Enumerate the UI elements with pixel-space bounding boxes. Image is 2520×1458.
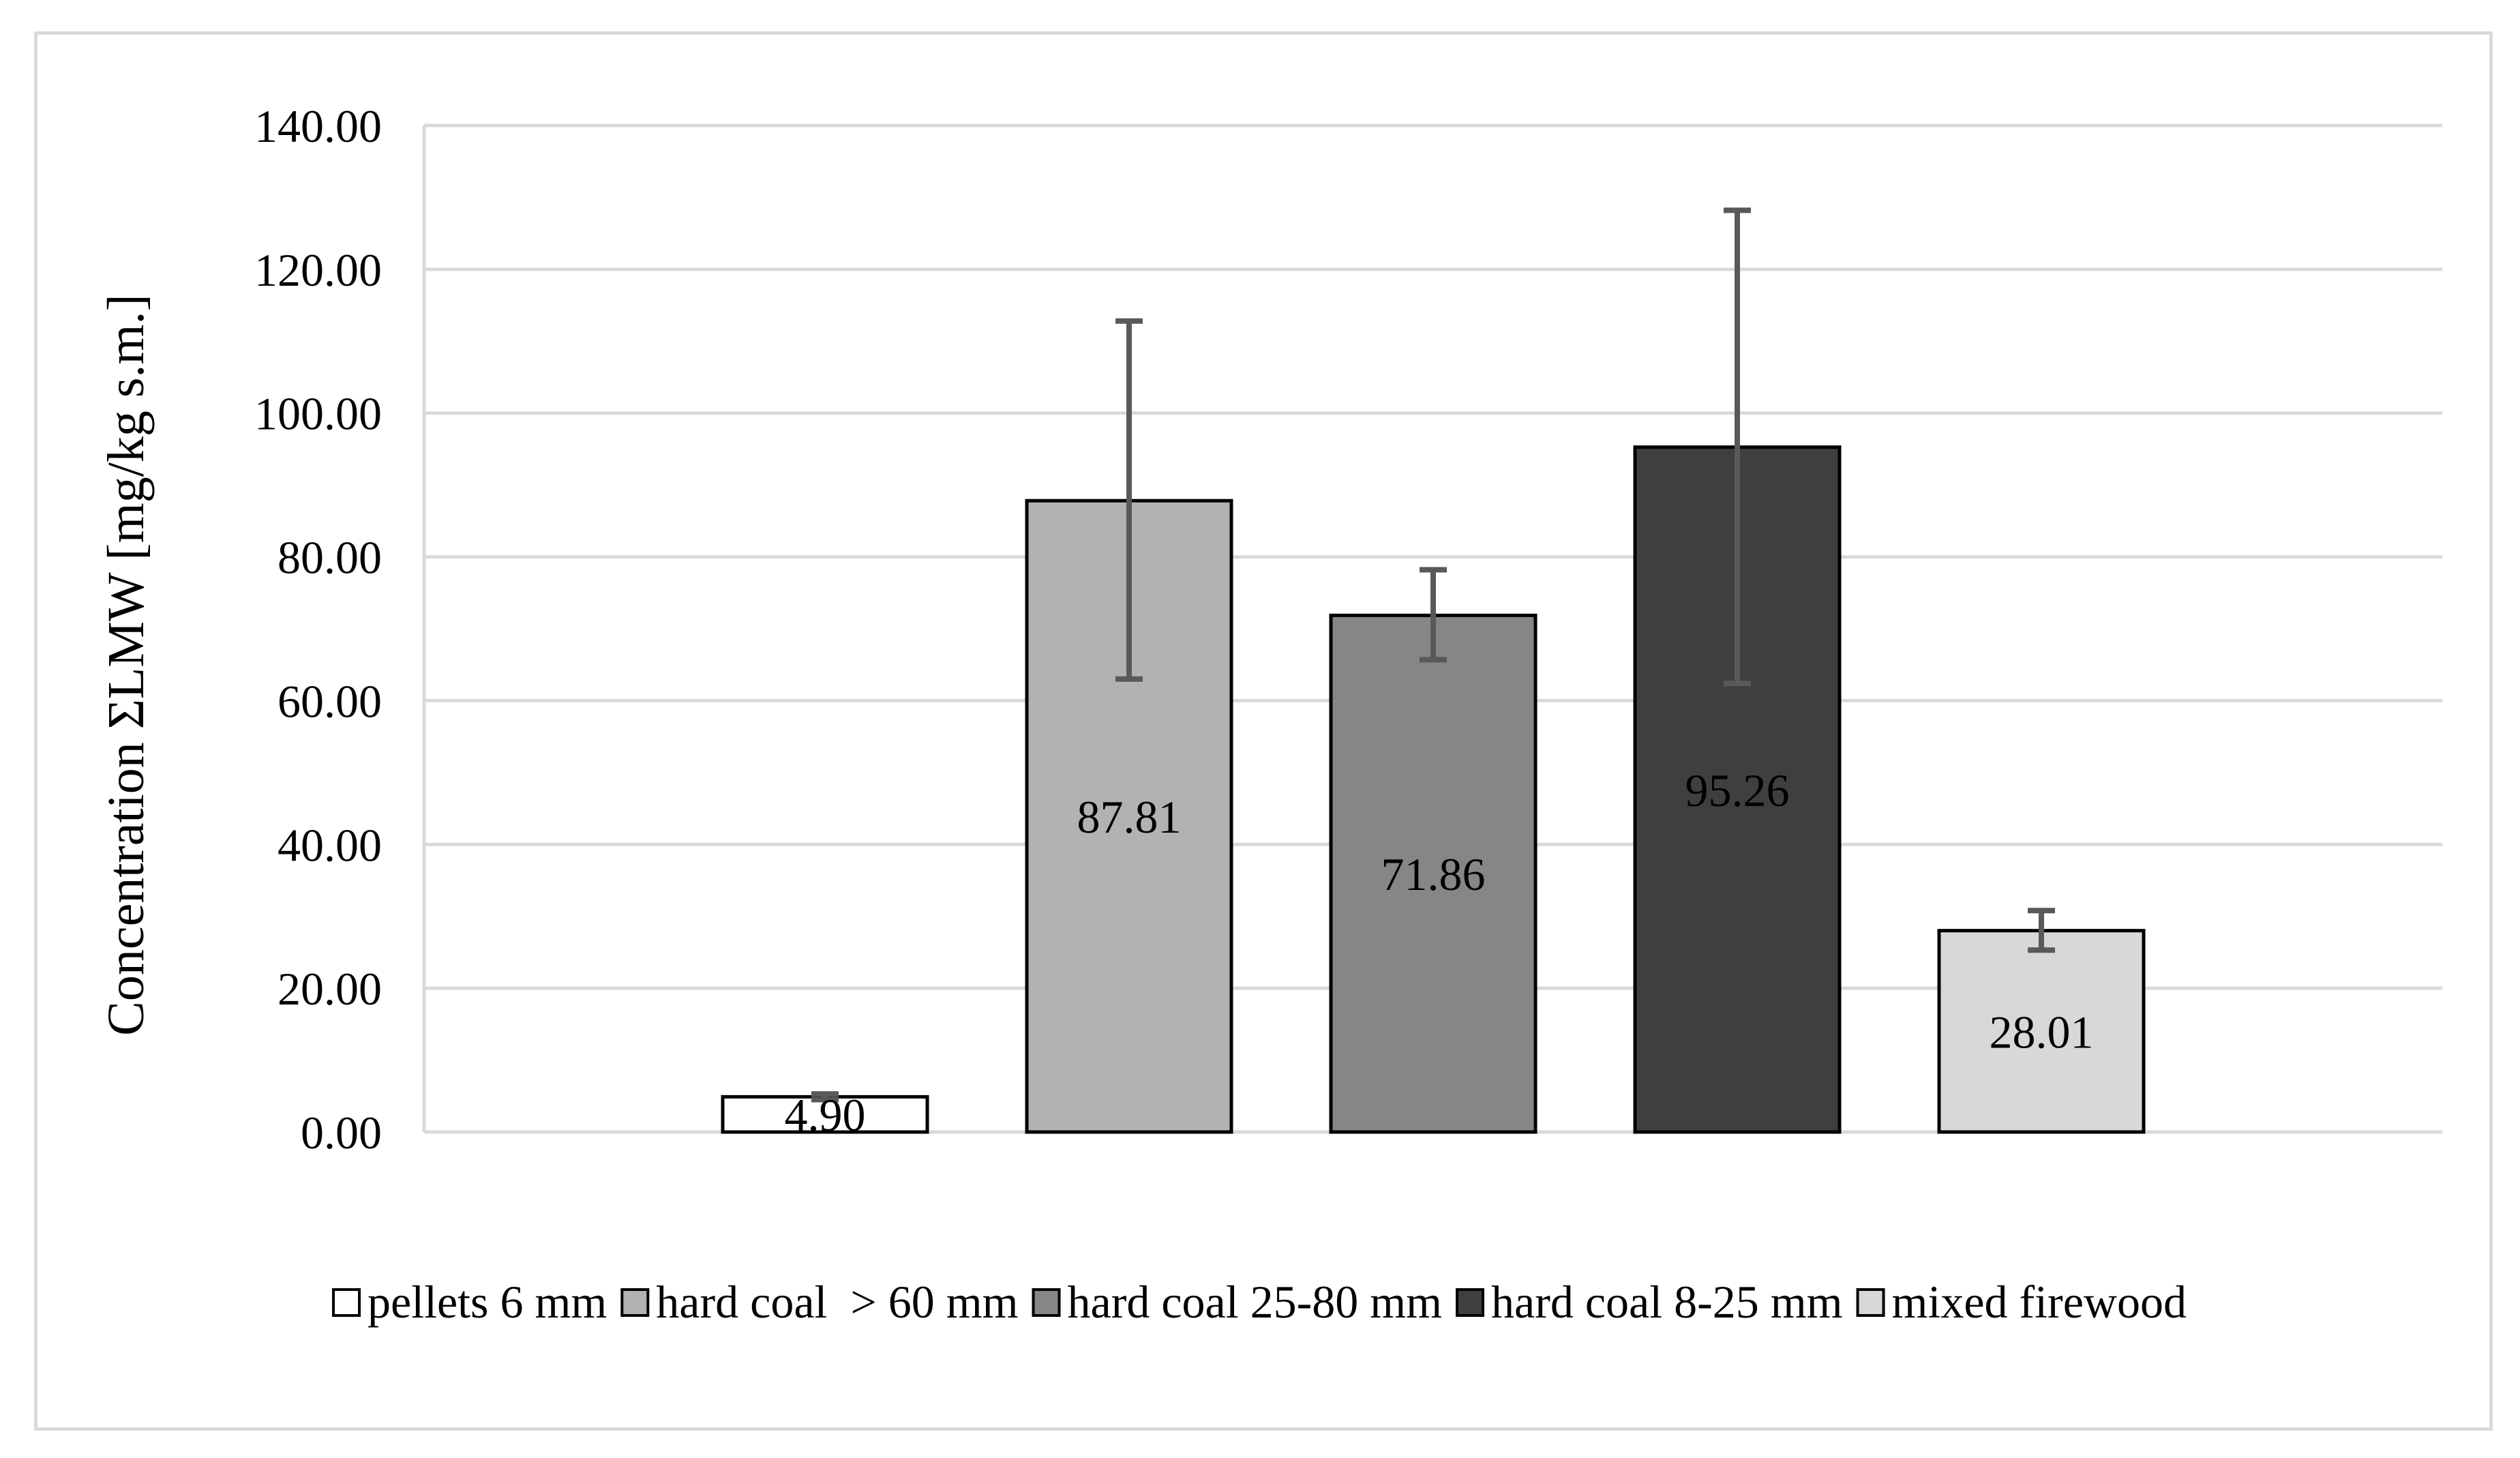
bars: [721, 445, 2146, 1134]
legend: pellets 6 mm hard coal > 60 mm hard coal 2…: [332, 1276, 2187, 1328]
chart-frame: [34, 31, 2493, 1431]
y-tick-label: 20.00: [278, 963, 382, 1015]
legend-label: hard coal 8-25 mm: [1491, 1276, 1843, 1328]
legend-item-3: hard coal 25-80 mm: [1032, 1276, 1443, 1328]
bar-1: [721, 1095, 929, 1134]
data-label-5: 28.01: [1990, 1006, 2094, 1058]
y-tick-label: 40.00: [278, 819, 382, 871]
bar-5: [1937, 929, 2146, 1134]
legend-item-4: hard coal 8-25 mm: [1456, 1276, 1843, 1328]
error-bars: 4.90 87.81 71.86 95.26 28.01: [785, 207, 2094, 1141]
y-tick-label: 80.00: [278, 532, 382, 584]
legend-label: mixed firewood: [1892, 1276, 2187, 1328]
legend-label: hard coal 25-80 mm: [1068, 1276, 1443, 1328]
y-axis-title: Concentration ΣLMW [mg/kg s.m.]: [97, 294, 155, 1036]
legend-label: pellets 6 mm: [368, 1276, 607, 1328]
data-label-2: 87.81: [1077, 791, 1182, 843]
legend-swatch: [332, 1288, 361, 1317]
legend-swatch: [620, 1288, 650, 1317]
y-tick-label: 140.00: [254, 100, 382, 152]
legend-swatch: [1456, 1288, 1485, 1317]
y-tick-label: 0.00: [301, 1107, 382, 1159]
legend-swatch: [1856, 1288, 1885, 1317]
y-tick-label: 60.00: [278, 675, 382, 727]
legend-item-2: hard coal > 60 mm: [620, 1276, 1019, 1328]
y-tick-label: 120.00: [254, 244, 382, 296]
data-label-3: 71.86: [1381, 848, 1486, 900]
legend-item-1: pellets 6 mm: [332, 1276, 607, 1328]
legend-label: hard coal > 60 mm: [656, 1276, 1018, 1328]
y-tick-label: 100.00: [254, 388, 382, 440]
data-label-4: 95.26: [1685, 764, 1790, 816]
legend-swatch: [1032, 1288, 1061, 1317]
data-label-1: 4.90: [785, 1089, 866, 1141]
bar-3: [1329, 613, 1537, 1134]
legend-item-5: mixed firewood: [1856, 1276, 2187, 1328]
y-axis-ticks: 0.00 20.00 40.00 60.00 80.00 100.00 120.00 140.…: [254, 100, 382, 1159]
